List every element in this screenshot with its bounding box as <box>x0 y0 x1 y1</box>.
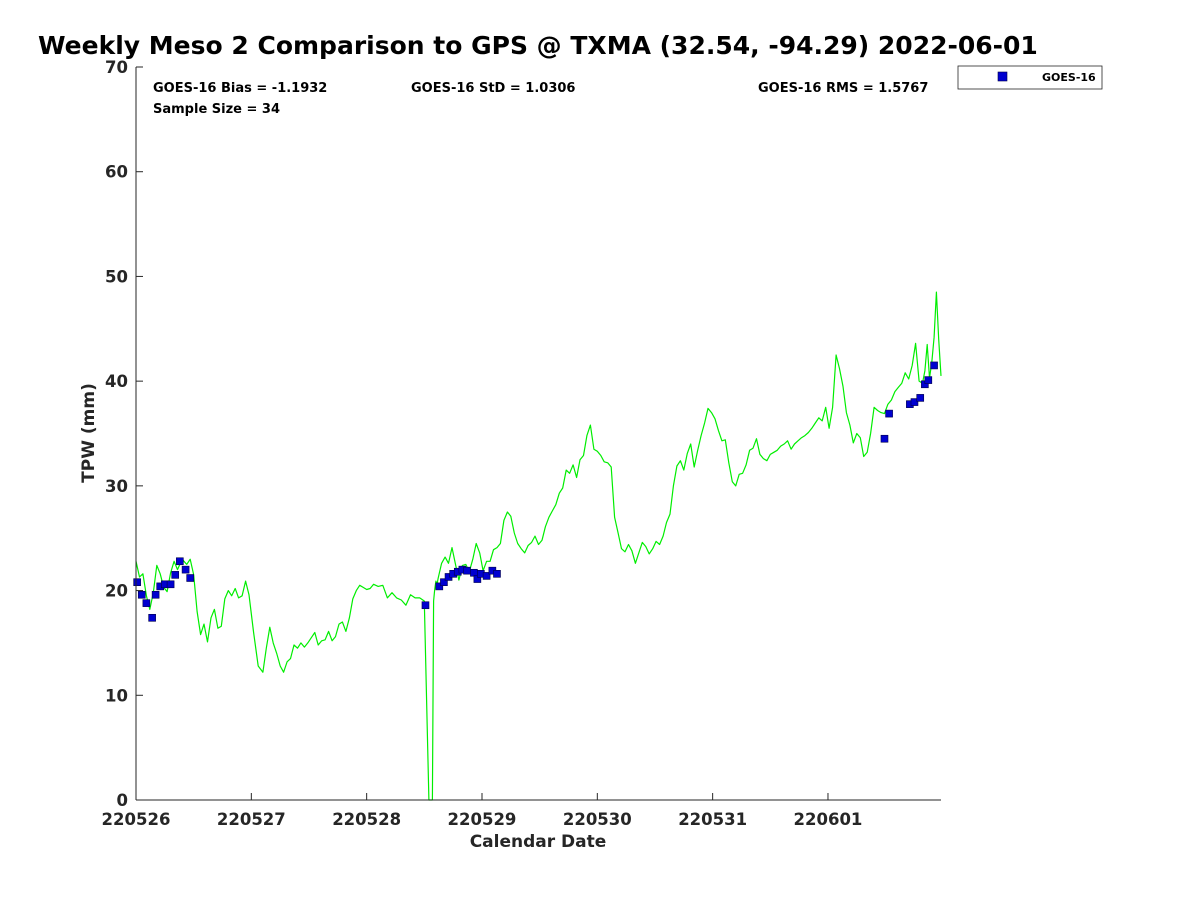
goes16-point <box>176 557 184 566</box>
x-tick-label: 220528 <box>332 810 401 829</box>
x-ticks: 220526 220527 220528 220529 220530 220531 2206… <box>102 793 863 829</box>
plot-marks <box>133 291 942 801</box>
goes16-point <box>435 582 444 591</box>
goes16-point <box>186 574 195 582</box>
y-tick-label: 60 <box>105 163 128 182</box>
goes16-point <box>924 376 933 384</box>
bias-stat: GOES-16 Bias = -1.1932 <box>153 81 327 96</box>
goes16-point <box>440 578 448 586</box>
goes16-point <box>181 565 190 574</box>
legend-label: GOES-16 <box>1042 71 1096 84</box>
goes16-point <box>148 613 156 622</box>
goes16-point <box>142 599 151 607</box>
goes16-point <box>137 590 146 599</box>
goes16-point <box>880 434 889 443</box>
rms-stat: GOES-16 RMS = 1.5767 <box>758 81 928 96</box>
gps-line-series <box>135 291 942 801</box>
goes16-point <box>470 568 478 577</box>
goes16-point <box>421 601 430 610</box>
x-tick-label: 220530 <box>563 810 632 829</box>
std-stat: GOES-16 StD = 1.0306 <box>411 81 575 96</box>
goes16-point <box>482 572 491 580</box>
plot-area <box>136 67 941 800</box>
y-ticks: 0 10 20 30 40 50 60 70 <box>105 58 143 810</box>
goes16-point <box>463 566 471 575</box>
goes16-point <box>885 409 893 418</box>
y-tick-label: 20 <box>105 582 128 601</box>
goes16-point <box>930 361 938 370</box>
x-tick-label: 220531 <box>678 810 747 829</box>
y-tick-label: 70 <box>105 58 128 77</box>
y-tick-label: 10 <box>105 686 128 705</box>
goes16-point <box>493 570 501 578</box>
x-axis-label: Calendar Date <box>470 832 607 852</box>
goes16-point <box>151 590 160 599</box>
goes16-point <box>166 580 175 589</box>
y-tick-label: 40 <box>105 372 128 391</box>
x-tick-label: 220529 <box>448 810 517 829</box>
legend-box <box>957 65 1103 90</box>
y-tick-label: 0 <box>117 791 128 810</box>
sample-size-stat: Sample Size = 34 <box>153 102 280 117</box>
y-tick-label: 50 <box>105 267 128 286</box>
x-tick-label: 220527 <box>217 810 286 829</box>
legend-marker-square-icon <box>997 71 1008 82</box>
goes16-point <box>910 398 919 406</box>
x-tick-label: 220526 <box>102 810 171 829</box>
goes16-point <box>133 578 141 586</box>
y-axis-label: TPW (mm) <box>79 383 99 483</box>
x-tick-label: 220601 <box>794 810 863 829</box>
y-tick-label: 30 <box>105 477 128 496</box>
legend: GOES-16 <box>957 65 1103 90</box>
chart-title: Weekly Meso 2 Comparison to GPS @ TXMA (… <box>38 31 1038 60</box>
goes16-point <box>916 394 925 402</box>
goes16-point <box>171 571 180 579</box>
